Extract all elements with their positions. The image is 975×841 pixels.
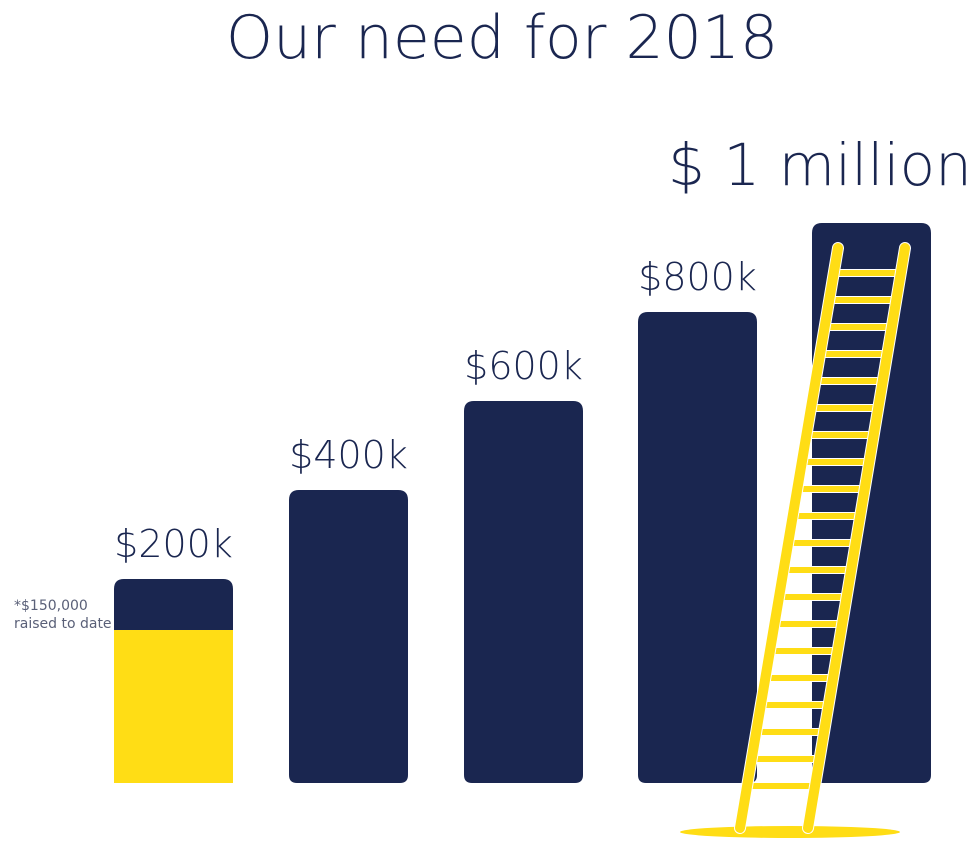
bar-label-2: $400k (289, 433, 408, 477)
bar-label-4: $800k (638, 255, 757, 299)
ladder-rail-right (803, 243, 910, 833)
bar-label-5: $ 1 million (668, 131, 972, 199)
ladder-icon (680, 242, 911, 838)
bar-3 (464, 401, 583, 783)
bar-label-3: $600k (464, 344, 583, 388)
raised-note-line2: raised to date (14, 616, 112, 632)
raised-fill (114, 630, 233, 783)
ladder-rail-left (735, 243, 843, 833)
bar-label-1: $200k (114, 522, 233, 566)
bar-2 (289, 490, 408, 783)
ladder-shadow (680, 826, 900, 838)
chart-title: Our need for 2018 (226, 3, 778, 73)
bar-4 (638, 312, 757, 783)
raised-note-line1: *$150,000 (14, 598, 88, 614)
